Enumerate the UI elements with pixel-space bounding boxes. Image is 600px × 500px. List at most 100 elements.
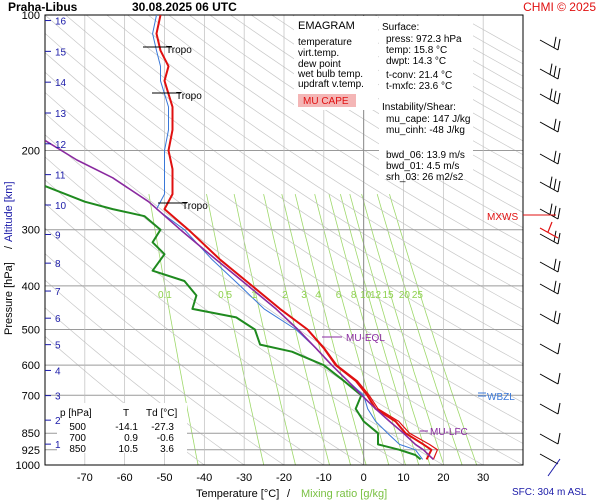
- table-header-t: T: [123, 408, 129, 419]
- dry-adiabat-line: [45, 32, 523, 365]
- tropopause-markers: Tropo Tropo Tropo: [143, 45, 208, 212]
- mu-cinh-value: mu_cinh: -48 J/kg: [386, 125, 465, 136]
- altitude-label: 10: [55, 201, 67, 212]
- legend-title: EMAGRAM: [298, 20, 355, 32]
- y-tick-label: 300: [22, 225, 40, 237]
- wind-barb-feather: [553, 150, 557, 162]
- mixing-ratio-label: 8: [351, 290, 357, 301]
- t-mxfc: t-mxfc: 23.6 °C: [386, 81, 452, 92]
- dry-adiabat-line: [230, 15, 523, 198]
- x-tick-label: -10: [316, 472, 332, 484]
- wind-barb-staff: [539, 313, 559, 325]
- wind-barb-staff: [539, 233, 559, 245]
- wind-barb-feather: [553, 36, 557, 48]
- surface-title: Surface:: [382, 22, 419, 33]
- mixing-ratio-line: [206, 194, 265, 465]
- wind-barb-feather: [553, 65, 557, 77]
- wind-barb-staff: [539, 121, 559, 133]
- table-row-500-t: -14.1: [115, 422, 138, 433]
- mixing-ratio-label: 1: [251, 290, 257, 301]
- y-tick-label: 1000: [16, 460, 40, 472]
- altitude-label: 6: [55, 314, 61, 325]
- wind-barb-feather: [557, 312, 561, 325]
- x-tick-label: 20: [437, 472, 449, 484]
- altitude-label: 5: [55, 341, 61, 352]
- table-row-700-t: 0.9: [124, 433, 138, 444]
- mu-lfc-label: MU-LFC: [430, 427, 468, 438]
- altitude-label: 13: [55, 109, 67, 120]
- dry-adiabat-line: [45, 91, 523, 424]
- wind-barb-staff: [539, 93, 559, 105]
- x-tick-label: -40: [196, 472, 212, 484]
- wind-barb-staff: [539, 283, 559, 295]
- mixing-ratio-label: 25: [412, 290, 424, 301]
- mu-cape-badge: [298, 94, 356, 107]
- wind-barb-feather: [557, 38, 561, 51]
- y-tick-label: 500: [22, 325, 40, 337]
- wind-barb-feather: [557, 342, 561, 355]
- altitude-label: 7: [55, 287, 61, 298]
- dry-adiabat-line: [209, 15, 523, 213]
- altitude-label: 15: [55, 47, 67, 58]
- series-updraft-v-temp-: [45, 139, 434, 460]
- altitude-label: 14: [55, 78, 67, 89]
- mu-cape-value: mu_cape: 147 J/kg: [386, 114, 471, 125]
- wind-barb-feather: [557, 152, 561, 165]
- dry-adiabat-line: [45, 52, 523, 384]
- dry-adiabat-line: [147, 15, 523, 260]
- mixing-ratio-label: 6: [336, 290, 342, 301]
- legend-item-virtual-temperature: virt.temp.: [298, 48, 339, 59]
- dry-adiabat-line: [189, 15, 523, 229]
- table-background: [57, 403, 187, 453]
- tropo-label: Tropo: [166, 45, 192, 56]
- wind-barb-feather: [557, 207, 561, 220]
- x-tick-label: 30: [477, 472, 489, 484]
- dry-adiabat-line: [45, 279, 285, 465]
- wind-barb-feather: [549, 176, 553, 188]
- x-tick-label: 0: [361, 472, 367, 484]
- table-header-td: Td [°C]: [146, 408, 177, 419]
- y-tick-label: 850: [22, 428, 40, 440]
- surface-wind-vector: [547, 458, 561, 477]
- mxws-label: MXWS: [487, 212, 518, 223]
- series-dew-point: [45, 185, 422, 461]
- x-tick-label: -70: [77, 472, 93, 484]
- altitude-label: 1: [55, 440, 61, 451]
- datetime-title: 30.08.2025 06 UTC: [132, 0, 237, 14]
- wind-barb-staff: [539, 453, 559, 465]
- wind-barb-staff: [539, 39, 559, 51]
- altitude-label: 3: [55, 392, 61, 403]
- altitude-label: 4: [55, 366, 61, 377]
- sfc-label: SFC: 304 m ASL: [512, 487, 587, 498]
- wind-barb-feather: [557, 120, 561, 133]
- plot-frame: [44, 14, 524, 466]
- y-tick-label: 100: [22, 10, 40, 22]
- wind-barb-feather: [549, 203, 553, 215]
- mixing-ratio-label: 20: [399, 290, 411, 301]
- dry-adiabat-line: [457, 15, 523, 53]
- wind-barb-feather: [557, 180, 561, 193]
- surface-pressure: press: 972.3 hPa: [386, 34, 462, 45]
- dry-adiabat-line: [45, 71, 523, 403]
- dry-adiabat-line: [127, 15, 523, 277]
- mixing-ratio-line: [233, 194, 296, 465]
- mu-eql-label: MU-EQL: [346, 333, 385, 344]
- legend: EMAGRAM temperature virt.temp. dew point…: [294, 16, 378, 110]
- y-tick-label: 600: [22, 360, 40, 372]
- y-axis-title: Pressure [hPa]: [3, 262, 15, 335]
- mixing-ratio-line: [340, 193, 420, 465]
- legend-item-temperature: temperature: [298, 37, 352, 48]
- sounding-series: [45, 15, 438, 461]
- mixing-ratio-line: [389, 193, 478, 465]
- legend-item-dew-point: dew point: [298, 59, 341, 70]
- x-tick-labels: -70 -60 -50 -40 -30 -20 -10 0 10 20 30: [77, 472, 489, 484]
- wind-barb-staff: [539, 373, 559, 385]
- surface-dewpoint: dwpt: 14.3 °C: [386, 56, 446, 67]
- wind-barb-feather: [557, 92, 561, 105]
- wind-barbs: [539, 36, 561, 465]
- mixing-ratio-line: [281, 194, 351, 465]
- y-tick-label: 400: [22, 281, 40, 293]
- wind-barb-feather: [553, 90, 557, 102]
- mixing-ratio-label: 12: [370, 290, 382, 301]
